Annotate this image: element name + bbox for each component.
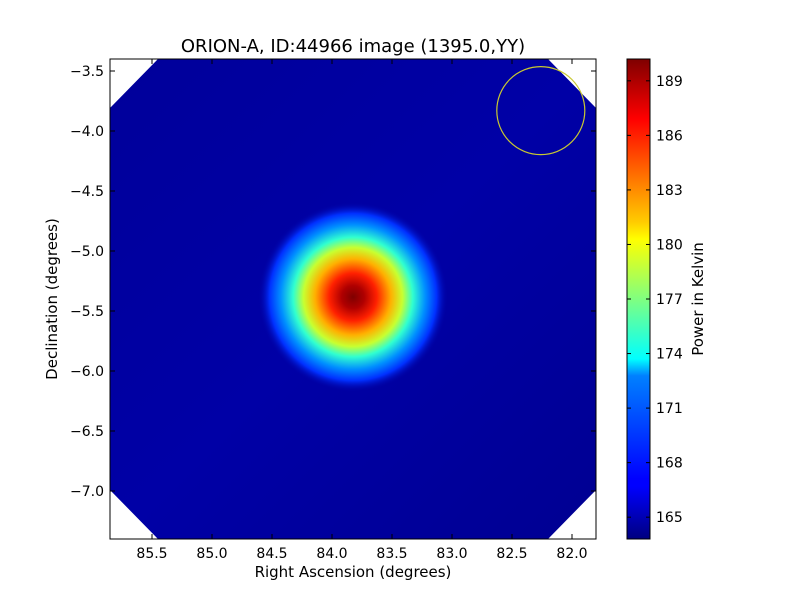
x-tick-label: 85.5 xyxy=(136,546,167,562)
x-axis-ticks: 85.5 85.0 84.5 84.0 83.5 83.0 82.5 82.0 xyxy=(136,59,588,562)
colorbar-tick-label: 165 xyxy=(656,510,683,526)
chart-title: ORION-A, ID:44966 image (1395.0,YY) xyxy=(181,36,525,57)
corner-mask-bottom-right xyxy=(548,490,596,539)
y-tick-label: −6.0 xyxy=(70,364,104,380)
beam-circle xyxy=(496,65,586,156)
x-tick-label: 84.5 xyxy=(256,546,287,562)
y-tick-label: −7.0 xyxy=(70,484,104,500)
x-tick-label: 82.0 xyxy=(556,546,587,562)
x-tick-label: 82.5 xyxy=(496,546,527,562)
heatmap-source-emission xyxy=(180,120,526,474)
plot-frame xyxy=(109,58,597,540)
colorbar-tick-label: 186 xyxy=(656,128,683,144)
corner-mask-top-left xyxy=(110,59,158,108)
colorbar-tick-label: 174 xyxy=(656,347,683,363)
y-axis-label: Declination (degrees) xyxy=(43,218,61,380)
x-tick-label: 85.0 xyxy=(196,546,227,562)
x-tick-label: 84.0 xyxy=(316,546,347,562)
colorbar-tick-label: 180 xyxy=(656,237,683,253)
y-tick-label: −5.5 xyxy=(70,304,104,320)
y-tick-label: −3.5 xyxy=(70,64,104,80)
colorbar-tick-label: 171 xyxy=(656,401,683,417)
y-axis-ticks: −3.5 −4.0 −4.5 −5.0 −5.5 −6.0 −6.5 −7.0 xyxy=(70,64,596,500)
x-axis-label: Right Ascension (degrees) xyxy=(255,563,452,581)
y-tick-label: −6.5 xyxy=(70,424,104,440)
y-tick-label: −5.0 xyxy=(70,244,104,260)
colorbar-tick-label: 177 xyxy=(656,292,683,308)
y-tick-label: −4.0 xyxy=(70,124,104,140)
plot-area xyxy=(110,59,596,539)
colorbar-label: Power in Kelvin xyxy=(689,242,707,356)
colorbar-tick-label: 168 xyxy=(656,456,683,472)
colorbar-tick-label: 189 xyxy=(656,74,683,90)
corner-mask-bottom-left xyxy=(110,490,158,539)
x-tick-label: 83.0 xyxy=(436,546,467,562)
y-tick-label: −4.5 xyxy=(70,184,104,200)
x-tick-label: 83.5 xyxy=(376,546,407,562)
colorbar-ticks: 165 168 171 174 177 180 183 186 189 xyxy=(627,74,683,526)
colorbar-tick-label: 183 xyxy=(656,183,683,199)
